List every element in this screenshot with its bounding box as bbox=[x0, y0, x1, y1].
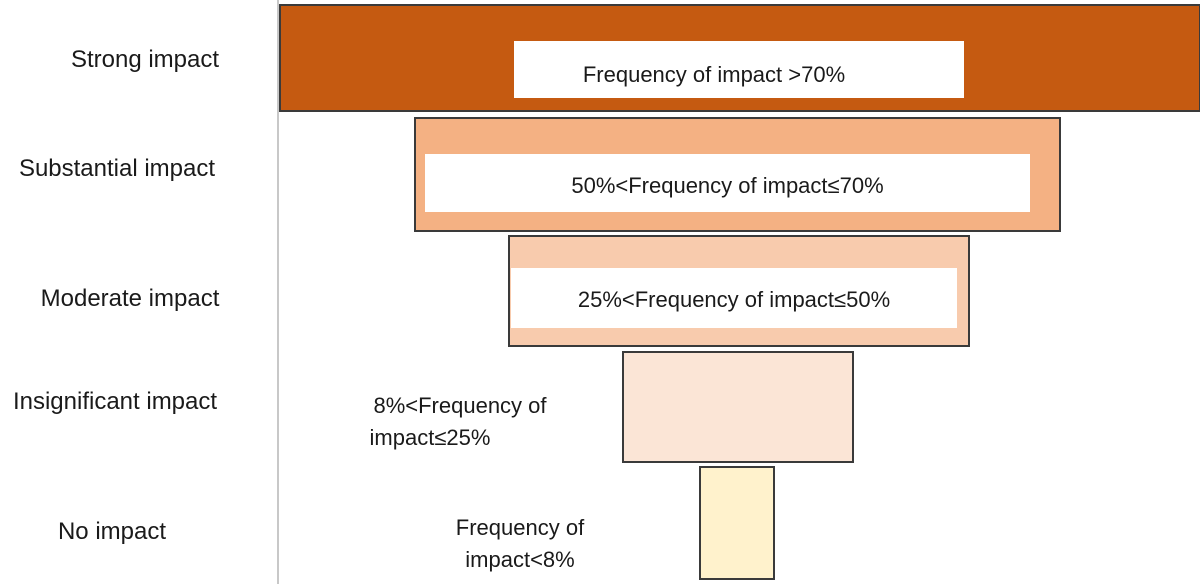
category-label-moderate: Moderate impact bbox=[40, 285, 220, 312]
range-label-insignificant: 8%<Frequency of impact≤25% bbox=[330, 390, 590, 454]
range-label-box-substantial bbox=[425, 154, 1030, 212]
category-label-none: No impact bbox=[57, 518, 167, 545]
range-label-substantial: 50%<Frequency of impact≤70% bbox=[571, 173, 884, 198]
range-label-box-strong bbox=[514, 41, 964, 98]
range-label-strong: Frequency of impact >70% bbox=[582, 62, 846, 87]
range-label-box-moderate bbox=[511, 268, 957, 328]
range-label-moderate: 25%<Frequency of impact≤50% bbox=[577, 287, 891, 312]
range-label-none-line-2: impact<8% bbox=[465, 547, 575, 572]
funnel-bar-insignificant bbox=[622, 351, 854, 463]
category-label-substantial: Substantial impact bbox=[18, 155, 216, 182]
range-label-insignificant-line-1: 8%<Frequency of bbox=[373, 393, 547, 418]
category-label-strong: Strong impact bbox=[70, 46, 220, 73]
axis-line bbox=[277, 0, 279, 584]
range-label-none: Frequency of impact<8% bbox=[420, 512, 620, 576]
funnel-bar-none bbox=[699, 466, 775, 580]
range-label-none-line-1: Frequency of bbox=[455, 515, 585, 540]
category-label-insignificant: Insignificant impact bbox=[12, 388, 218, 415]
range-label-insignificant-line-2: impact≤25% bbox=[369, 425, 491, 450]
